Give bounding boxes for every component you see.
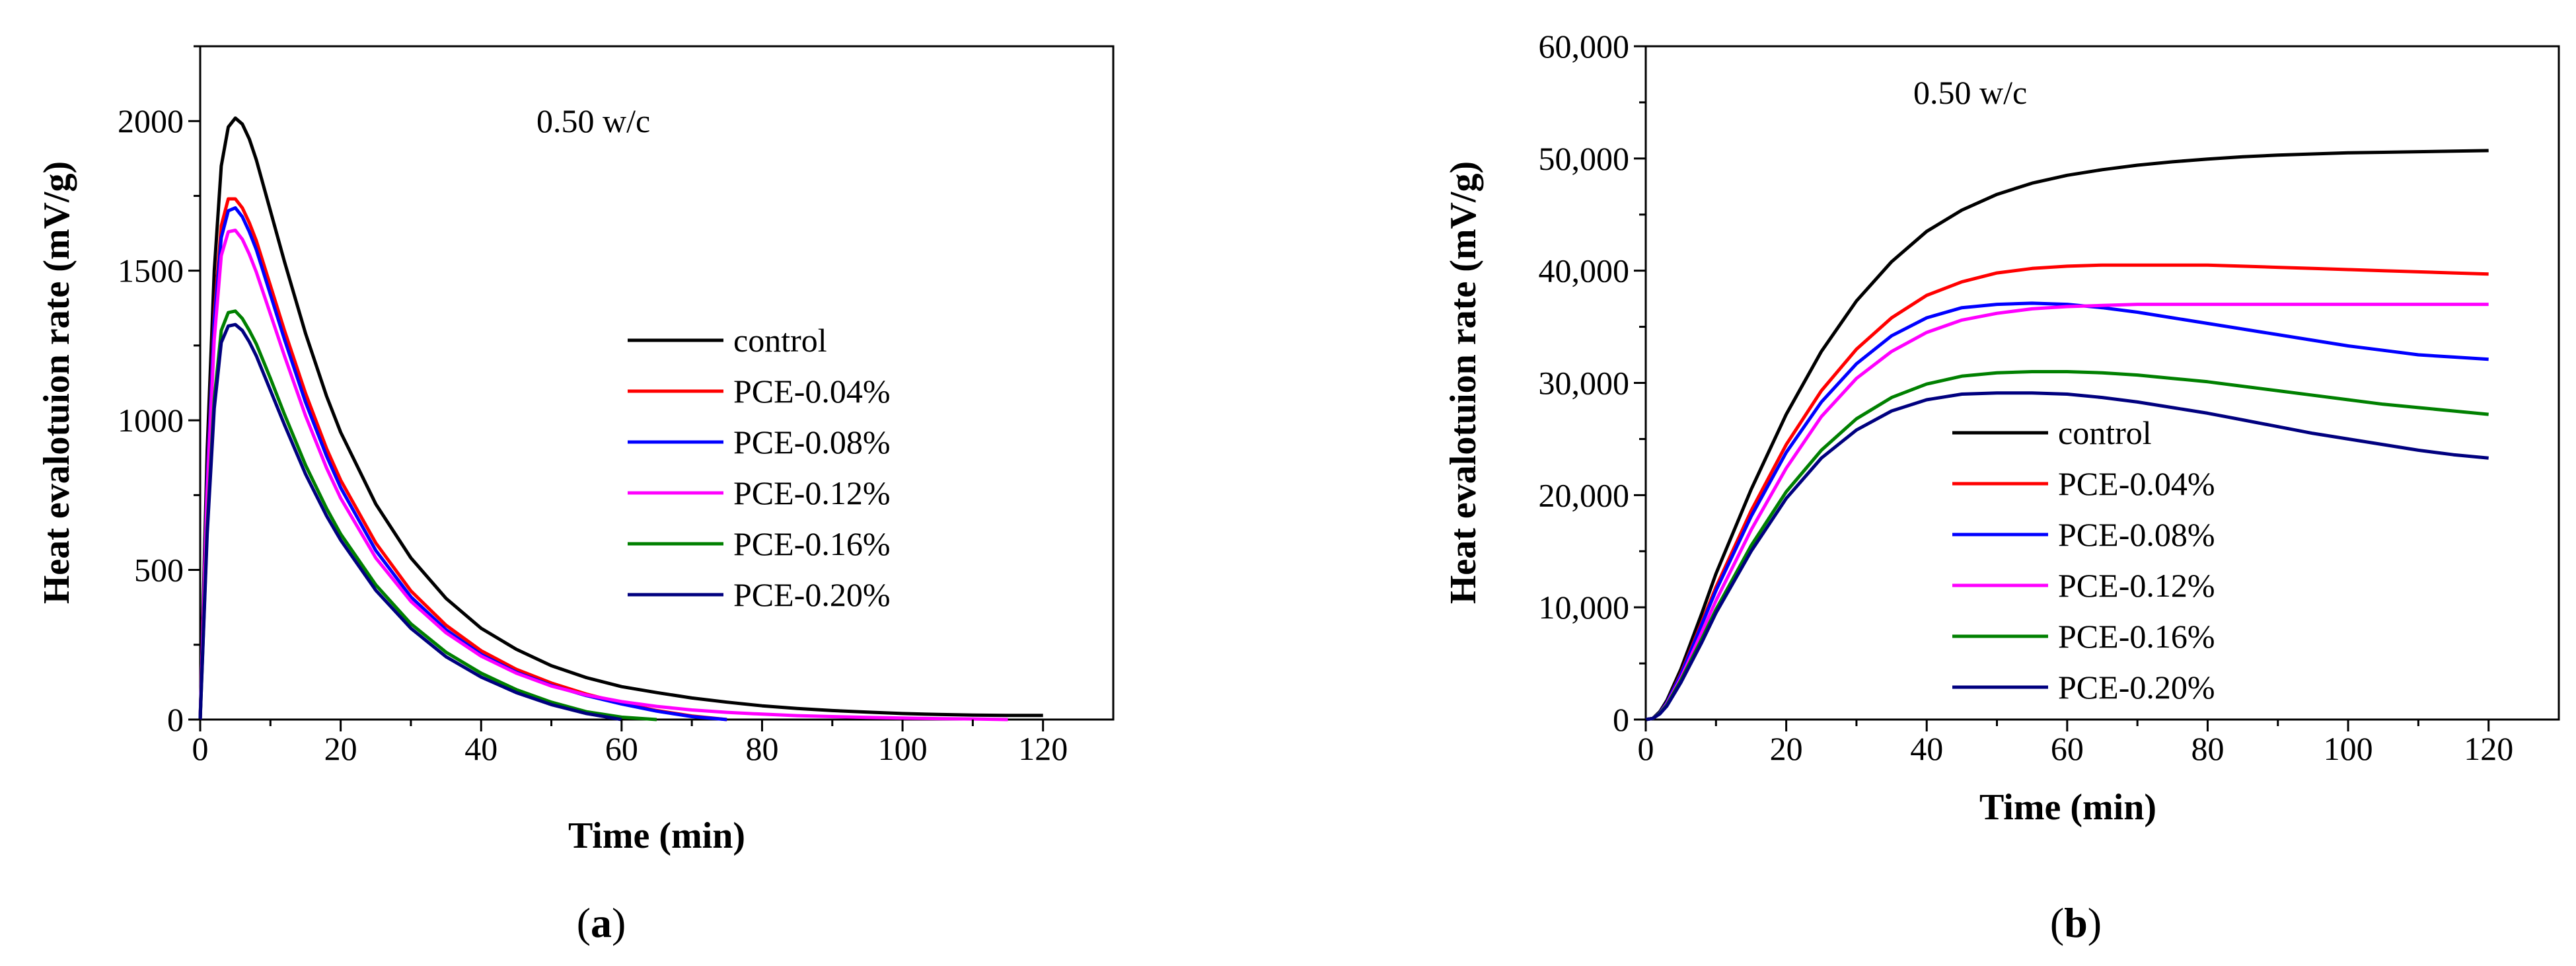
y-tick-label: 60,000 bbox=[1539, 28, 1630, 65]
x-axis-ticks: 0 20 40 60 80 100 120 bbox=[192, 720, 1068, 767]
annotation-text: 0.50 w/c bbox=[1913, 74, 2027, 111]
y-axis-ticks: 0 500 1000 1500 2000 bbox=[118, 45, 200, 738]
legend-label: PCE-0.04% bbox=[2058, 465, 2215, 502]
series-line bbox=[1645, 303, 2489, 722]
y-tick-label: 0 bbox=[1613, 701, 1629, 738]
annotation-text: 0.50 w/c bbox=[536, 102, 650, 139]
x-tick-label: 40 bbox=[1910, 730, 1943, 767]
legend-label: PCE-0.12% bbox=[2058, 567, 2215, 604]
y-tick-label: 40,000 bbox=[1539, 252, 1630, 289]
caption-close-paren: ) bbox=[2088, 899, 2102, 946]
x-axis-title: Time (min) bbox=[1979, 787, 2156, 828]
x-tick-label: 60 bbox=[2051, 730, 2084, 767]
series-line bbox=[198, 229, 1008, 722]
legend-label: PCE-0.20% bbox=[2058, 669, 2215, 706]
x-axis-ticks: 0 20 40 60 80 100 120 bbox=[1638, 720, 2513, 767]
panel-caption: (a) bbox=[577, 899, 626, 946]
x-tick-label: 40 bbox=[464, 730, 497, 767]
chart-panel-a: 0 20 40 60 80 100 120 0 500 1000 1500 2000 0.50 w/… bbox=[36, 45, 1115, 946]
legend-label: PCE-0.16% bbox=[733, 525, 891, 562]
chart-panel-b: 0 20 40 60 80 100 120 0 10,000 20,000 30,000 40,00… bbox=[1443, 28, 2560, 946]
legend-label: PCE-0.12% bbox=[733, 474, 891, 511]
x-tick-label: 0 bbox=[192, 730, 209, 767]
caption-letter: b bbox=[2064, 899, 2088, 946]
x-tick-label: 60 bbox=[605, 730, 638, 767]
y-tick-label: 500 bbox=[134, 552, 184, 589]
legend-label: PCE-0.16% bbox=[2058, 618, 2215, 655]
x-tick-label: 20 bbox=[324, 730, 357, 767]
legend: control PCE-0.04% PCE-0.08% PCE-0.12% PCE-0.… bbox=[1952, 414, 2215, 706]
series-line bbox=[198, 116, 1043, 720]
x-tick-label: 80 bbox=[745, 730, 778, 767]
caption-close-paren: ) bbox=[612, 899, 626, 946]
legend: control PCE-0.04% PCE-0.08% PCE-0.12% PCE-0.… bbox=[628, 322, 891, 613]
series-line bbox=[1645, 301, 2489, 722]
legend-label: PCE-0.08% bbox=[2058, 516, 2215, 553]
x-tick-label: 100 bbox=[2324, 730, 2373, 767]
legend-label: PCE-0.08% bbox=[733, 424, 891, 461]
y-tick-label: 30,000 bbox=[1539, 365, 1630, 402]
x-tick-label: 120 bbox=[1018, 730, 1068, 767]
caption-letter: a bbox=[591, 899, 612, 946]
legend-label: control bbox=[2058, 414, 2152, 451]
x-tick-label: 80 bbox=[2191, 730, 2224, 767]
y-tick-label: 50,000 bbox=[1539, 140, 1630, 177]
y-axis-title: Heat evalotuion rate (mV/g) bbox=[36, 161, 77, 604]
y-tick-label: 1500 bbox=[118, 252, 184, 289]
caption-open-paren: ( bbox=[2050, 899, 2064, 946]
series-line bbox=[198, 309, 657, 722]
x-tick-label: 120 bbox=[2464, 730, 2513, 767]
series-lines bbox=[1645, 149, 2489, 722]
y-axis-title: Heat evalotuion rate (mV/g) bbox=[1443, 161, 1484, 604]
y-tick-label: 2000 bbox=[118, 102, 184, 139]
x-axis-title: Time (min) bbox=[568, 815, 745, 856]
y-tick-label: 0 bbox=[167, 701, 184, 738]
plot-frame bbox=[199, 45, 1115, 721]
series-lines bbox=[198, 116, 1043, 722]
series-line bbox=[198, 322, 622, 722]
legend-label: control bbox=[733, 322, 827, 359]
x-tick-label: 100 bbox=[878, 730, 928, 767]
y-tick-label: 20,000 bbox=[1539, 476, 1630, 513]
x-tick-label: 20 bbox=[1770, 730, 1803, 767]
y-axis-ticks: 0 10,000 20,000 30,000 40,000 50,000 60,000 bbox=[1539, 28, 1646, 738]
x-tick-label: 0 bbox=[1638, 730, 1654, 767]
y-tick-label: 1000 bbox=[118, 402, 184, 439]
legend-label: PCE-0.04% bbox=[733, 373, 891, 410]
caption-open-paren: ( bbox=[577, 899, 591, 946]
series-line bbox=[1645, 391, 2489, 722]
legend-label: PCE-0.20% bbox=[733, 576, 891, 613]
series-line bbox=[1645, 149, 2489, 722]
y-tick-label: 10,000 bbox=[1539, 589, 1630, 626]
panel-caption: (b) bbox=[2050, 899, 2102, 946]
